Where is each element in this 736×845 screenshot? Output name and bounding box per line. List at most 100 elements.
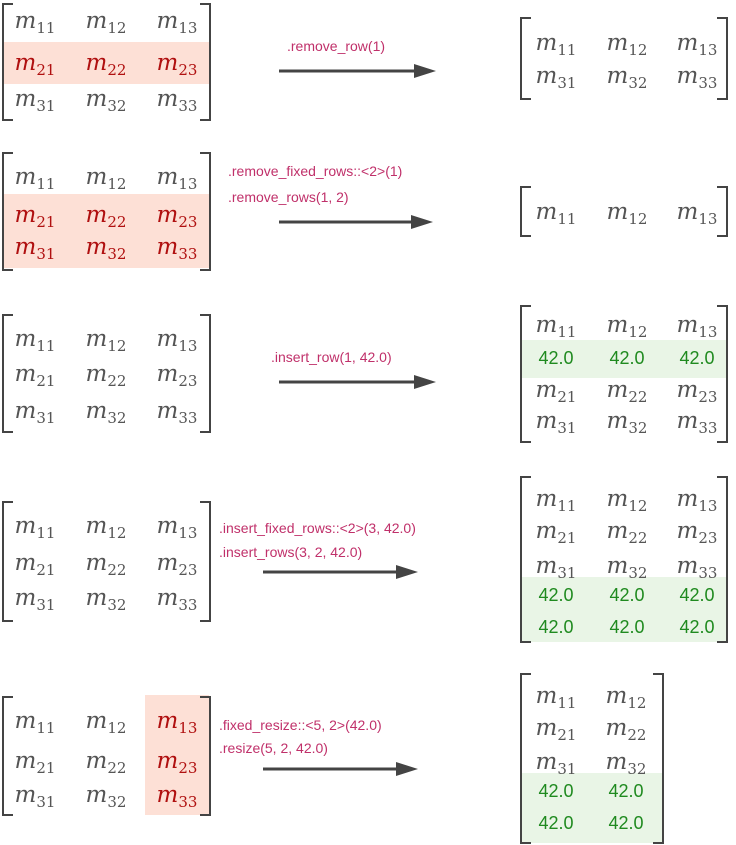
before-matrix-left-bracket xyxy=(2,314,13,433)
matrix-entry-m32: m32 xyxy=(607,63,648,92)
matrix-entry-m22: m22 xyxy=(607,377,648,406)
before-matrix-right-bracket xyxy=(200,696,211,816)
matrix-entry-m12: m12 xyxy=(607,486,648,515)
matrix-entry-m13: m13 xyxy=(677,486,718,515)
arrow-head-icon xyxy=(414,375,436,389)
matrix-entry-m12: m12 xyxy=(86,8,127,37)
matrix-entry-m11: m11 xyxy=(536,312,577,341)
operation-label: .fixed_resize::<5, 2>(42.0) xyxy=(219,717,382,733)
before-matrix-right-bracket xyxy=(200,501,211,622)
before-matrix-left-bracket xyxy=(2,501,13,622)
after-matrix-left-bracket xyxy=(520,476,531,643)
before-matrix-right-bracket xyxy=(200,152,211,271)
matrix-entry-m12: m12 xyxy=(86,326,127,355)
inserted-value: 42.0 xyxy=(608,813,643,833)
matrix-entry-m21: m21 xyxy=(15,50,56,79)
removed-column-highlight xyxy=(145,695,209,815)
removed-rows-highlight xyxy=(3,42,210,84)
before-matrix-left-bracket xyxy=(2,696,13,816)
matrix-entry-m21: m21 xyxy=(536,518,577,547)
matrix-entry-m12: m12 xyxy=(606,683,647,712)
matrix-entry-m11: m11 xyxy=(15,326,56,355)
inserted-value: 42.0 xyxy=(679,617,714,637)
matrix-entry-m33: m33 xyxy=(677,63,718,92)
after-matrix-left-bracket xyxy=(520,17,531,100)
matrix-entry-m11: m11 xyxy=(15,708,56,737)
matrix-entry-m11: m11 xyxy=(536,683,577,712)
inserted-value: 42.0 xyxy=(538,585,573,605)
matrix-entry-m11: m11 xyxy=(15,8,56,37)
operation-label: .insert_row(1, 42.0) xyxy=(271,349,392,365)
inserted-rows-highlight xyxy=(521,577,727,642)
inserted-value: 42.0 xyxy=(538,348,573,368)
matrix-entry-m22: m22 xyxy=(86,550,127,579)
removed-rows-highlight xyxy=(3,194,210,268)
matrix-entry-m21: m21 xyxy=(15,748,56,777)
matrix-entry-m23: m23 xyxy=(677,518,718,547)
arrow-head-icon xyxy=(396,565,418,579)
matrix-entry-m12: m12 xyxy=(86,513,127,542)
inserted-value: 42.0 xyxy=(538,617,573,637)
matrix-entry-m22: m22 xyxy=(606,715,647,744)
matrix-entry-m31: m31 xyxy=(15,585,56,614)
matrix-entry-m32: m32 xyxy=(606,749,647,778)
matrix-entry-m11: m11 xyxy=(15,513,56,542)
matrix-entry-m31: m31 xyxy=(15,86,56,115)
matrix-entry-m32: m32 xyxy=(607,553,648,582)
matrix-entry-m33: m33 xyxy=(677,408,718,437)
after-matrix-right-bracket xyxy=(717,17,728,100)
operation-4: m11 m12 m13 m21 m22 m23 m31 m32 m33 .insert_fixed… xyxy=(2,476,728,643)
arrow-head-icon xyxy=(414,64,436,78)
inserted-value: 42.0 xyxy=(609,348,644,368)
arrow-head-icon xyxy=(411,215,433,229)
operation-label: .insert_fixed_rows::<2>(3, 42.0) xyxy=(219,520,416,536)
matrix-entry-m11: m11 xyxy=(15,164,56,193)
matrix-entry-m13: m13 xyxy=(677,30,718,59)
matrix-entry-m23: m23 xyxy=(157,550,198,579)
matrix-entry-m12: m12 xyxy=(86,708,127,737)
before-matrix-right-bracket xyxy=(200,3,211,121)
inserted-value: 42.0 xyxy=(538,813,573,833)
after-matrix: m11 m12 m13 xyxy=(520,186,728,237)
matrix-entry-m31: m31 xyxy=(536,408,577,437)
matrix-entry-m21: m21 xyxy=(15,361,56,390)
matrix-entry-m22: m22 xyxy=(86,748,127,777)
matrix-entry-m32: m32 xyxy=(86,398,127,427)
operation-label: .remove_rows(1, 2) xyxy=(228,189,349,205)
after-matrix: m11 m12 m13 m31 m32 m33 xyxy=(520,17,728,100)
operation-label: .remove_row(1) xyxy=(287,38,385,54)
operation-label: .insert_rows(3, 2, 42.0) xyxy=(219,544,362,560)
matrix-entry-m31: m31 xyxy=(536,749,577,778)
matrix-entry-m11: m11 xyxy=(536,486,577,515)
inserted-value: 42.0 xyxy=(608,781,643,801)
after-matrix: m11 m12 m13 m21 m22 m23 m31 m32 m33 42.0 42.0 42.0 4… xyxy=(520,476,728,643)
before-matrix-left-bracket xyxy=(2,3,13,121)
inserted-value: 42.0 xyxy=(609,585,644,605)
arrow-head-icon xyxy=(396,762,418,776)
matrix-entry-m31: m31 xyxy=(536,553,577,582)
inserted-value: 42.0 xyxy=(679,585,714,605)
before-matrix-left-bracket xyxy=(2,152,13,271)
inserted-rows-highlight xyxy=(521,773,663,843)
operation-label: .resize(5, 2, 42.0) xyxy=(219,740,328,756)
matrix-entry-m13: m13 xyxy=(157,513,198,542)
matrix-entry-m22: m22 xyxy=(86,361,127,390)
matrix-entry-m31: m31 xyxy=(15,398,56,427)
after-matrix-left-bracket xyxy=(520,305,531,443)
after-matrix-right-bracket xyxy=(717,305,728,443)
matrix-entry-m21: m21 xyxy=(536,715,577,744)
matrix-entry-m23: m23 xyxy=(677,377,718,406)
operation-3: m11 m12 m13 m21 m22 m23 m31 m32 m33 .insert_row(1… xyxy=(2,305,728,443)
matrix-entry-m21: m21 xyxy=(15,550,56,579)
after-matrix: m11 m12 m21 m22 m31 m32 42.0 42.0 42.0 42.0 xyxy=(520,673,664,844)
inserted-value: 42.0 xyxy=(609,617,644,637)
matrix-entry-m22: m22 xyxy=(86,202,127,231)
after-matrix-left-bracket xyxy=(520,186,531,237)
matrix-entry-m11: m11 xyxy=(536,199,577,228)
matrix-entry-m32: m32 xyxy=(86,585,127,614)
matrix-entry-m32: m32 xyxy=(86,86,127,115)
